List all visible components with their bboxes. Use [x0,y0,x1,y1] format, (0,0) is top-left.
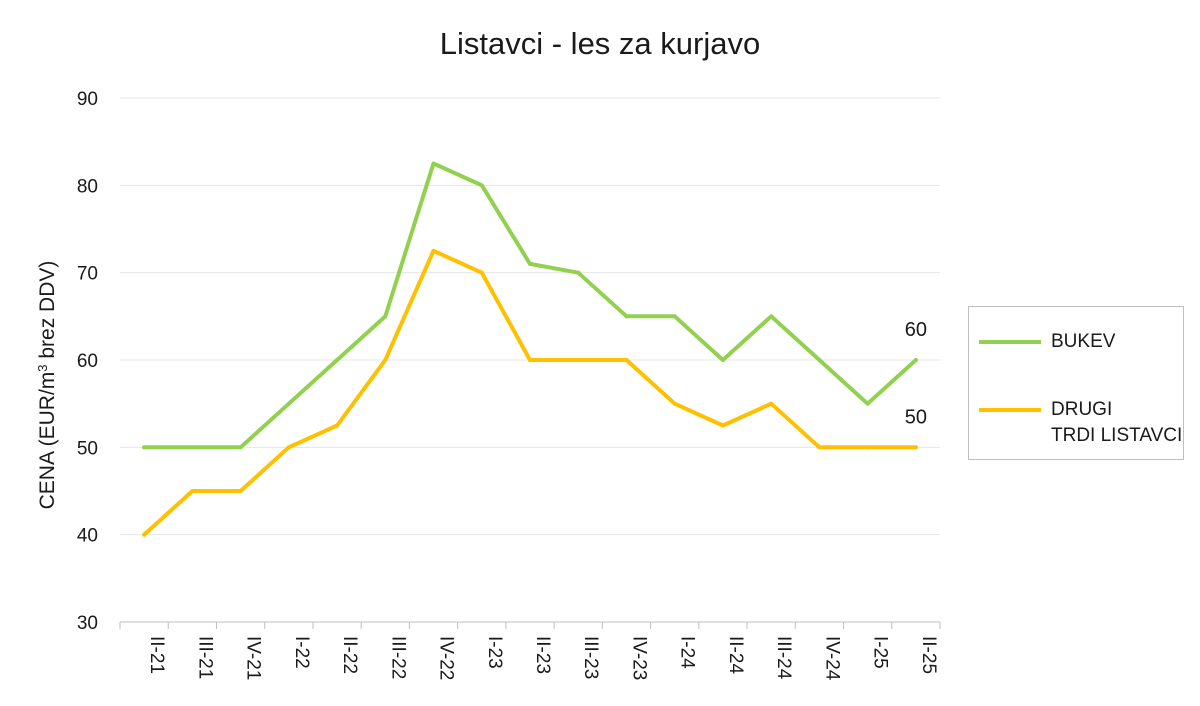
x-tick-label: I-24 [677,636,698,669]
data-point [431,161,436,166]
data-point [720,358,725,362]
gridlines [120,97,940,536]
data-point [479,270,484,275]
data-point [913,445,918,450]
x-tick-label: III-24 [773,636,794,680]
x-tick-label: II-23 [532,636,553,674]
data-point [672,401,677,406]
y-tick-label: 80 [77,176,98,197]
x-tick-label: II-25 [918,636,939,674]
data-point [383,314,388,319]
data-point [624,314,629,319]
data-point [624,358,629,362]
data-point [335,358,340,362]
data-point [576,358,581,362]
y-tick-label: 30 [77,613,98,634]
y-tick-label: 60 [77,351,98,372]
y-tick-label: 50 [77,438,98,459]
legend-label: BUKEV [1051,331,1116,352]
x-tick-label: III-23 [580,636,601,679]
data-point [769,314,774,319]
data-point [190,489,195,493]
x-tick-label: III-21 [194,636,215,679]
chart-title: Listavci - les za kurjavo [439,26,761,61]
x-tick-label: I-25 [870,636,891,669]
x-tick-label: IV-22 [436,636,457,680]
series-line-1 [142,248,918,537]
x-tick-label: II-22 [339,636,360,674]
data-point [913,358,918,362]
data-point [335,423,340,428]
legend: BUKEV DRUGI TRDI LISTAVCI [968,306,1184,460]
x-tick-label: III-22 [387,636,408,679]
data-point [431,248,436,253]
data-point [142,445,147,450]
data-point [720,423,725,428]
data-point [769,401,774,406]
data-point [672,314,677,319]
data-point [817,358,822,362]
y-axis-ticks: 30 40 50 60 70 80 90 [77,89,98,634]
data-point [817,445,822,450]
legend-swatch [979,408,1041,412]
legend-swatch [979,340,1041,344]
y-tick-label: 90 [77,89,98,110]
data-point [238,445,243,450]
legend-item-drugi-trdi-listavci: DRUGI TRDI LISTAVCI [979,397,1182,449]
end-labels: 60 50 [905,319,927,428]
end-value-label: 50 [905,406,927,428]
series-line-0 [142,161,918,450]
legend-label: DRUGI TRDI LISTAVCI [1051,399,1183,446]
data-point [142,532,147,537]
data-point [528,261,532,266]
data-point [865,401,870,406]
x-tick-label: II-24 [725,636,746,674]
data-point [383,358,388,362]
series-lines [142,161,918,537]
x-tick-label: IV-24 [821,636,842,681]
y-axis-label: CENA (EUR/m3 brez DDV) [35,261,60,510]
x-tick-label: IV-23 [628,636,649,680]
data-point [479,183,484,188]
data-point [286,445,291,450]
y-tick-label: 70 [77,264,98,285]
data-point [190,445,195,450]
data-point [576,270,581,275]
x-axis [119,621,941,629]
x-tick-label: IV-21 [243,636,264,680]
data-point [528,358,532,362]
end-value-label: 60 [905,319,927,341]
data-point [865,445,870,450]
x-axis-ticks: II-21 III-21 IV-21 I-22 II-22 III-22 IV-22 I-23… [146,636,939,681]
data-point [286,401,291,406]
x-tick-label: II-21 [146,636,167,674]
y-tick-label: 40 [77,526,98,547]
x-tick-label: I-23 [484,636,505,669]
x-tick-label: I-22 [291,636,312,669]
legend-item-bukev: BUKEV [979,329,1115,355]
data-point [238,489,243,493]
